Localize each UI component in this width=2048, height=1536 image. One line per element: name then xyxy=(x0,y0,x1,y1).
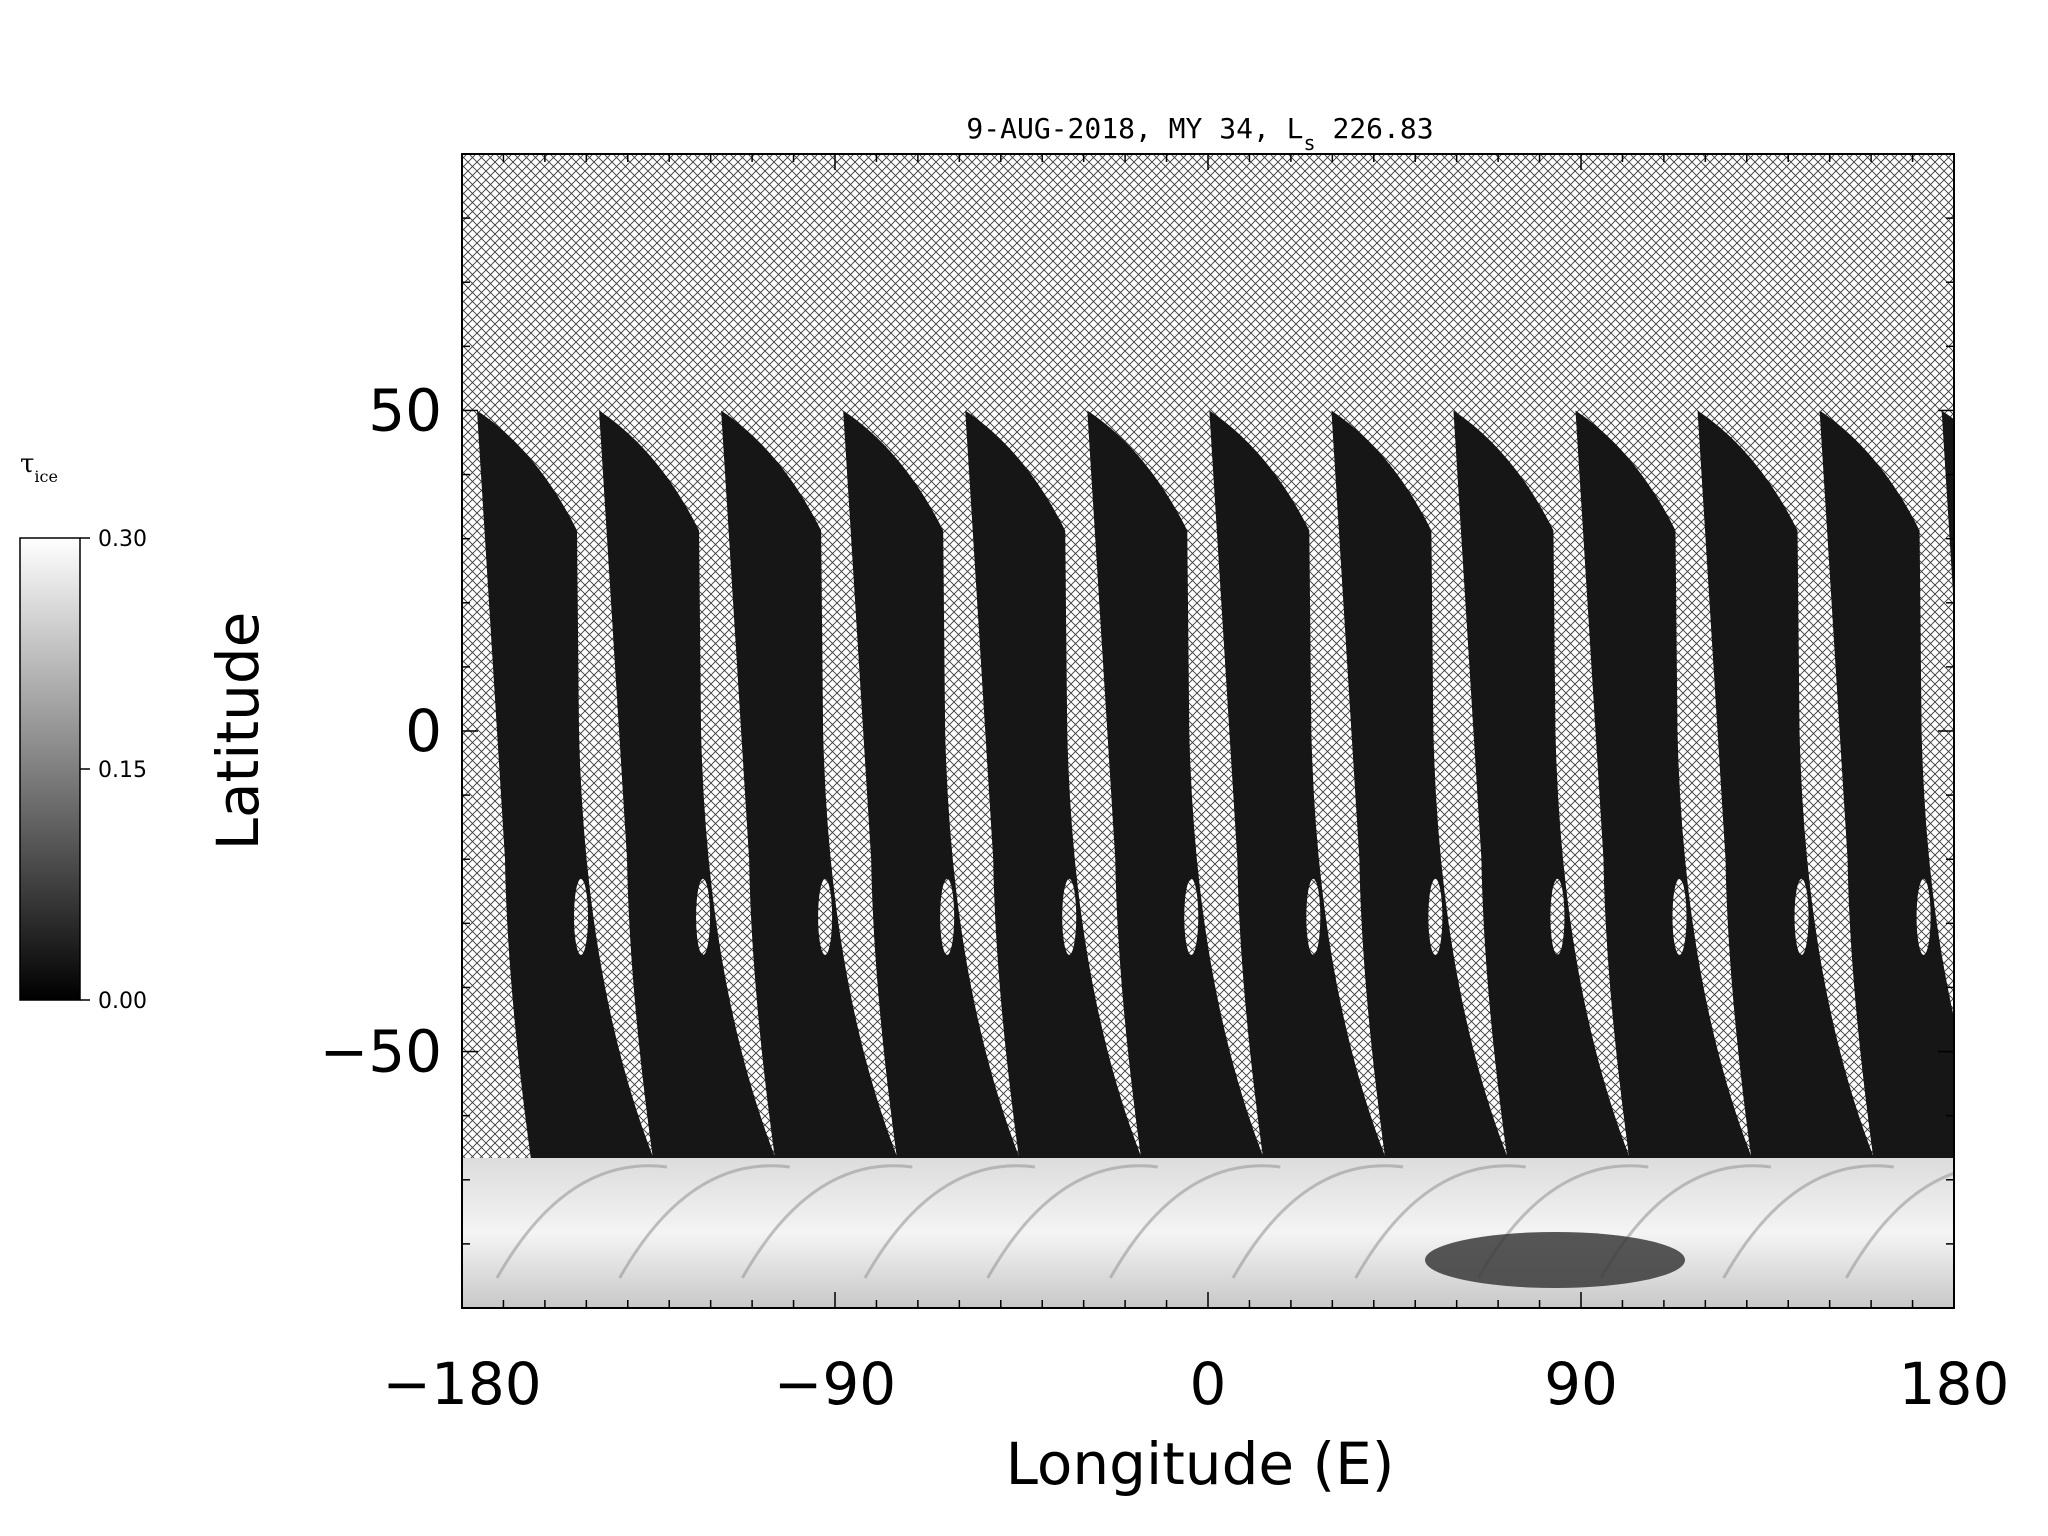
swath-strip xyxy=(1331,410,1512,1167)
swath-layer xyxy=(477,410,2048,1167)
swath-gap xyxy=(1062,878,1077,955)
swath-gap xyxy=(1794,878,1809,955)
colorbar-tick-label: 0.30 xyxy=(98,527,147,552)
swath-gap xyxy=(940,878,955,955)
x-tick-label: −180 xyxy=(382,1350,541,1418)
x-tick-label: 180 xyxy=(1899,1350,2010,1418)
swath-gap xyxy=(1306,878,1321,955)
cap-band xyxy=(618,1164,790,1279)
swath-strip xyxy=(1697,410,1878,1167)
swath-gap xyxy=(1672,878,1687,955)
cap-band xyxy=(1969,1166,2048,1278)
colorbar-tick-label: 0.00 xyxy=(98,989,147,1014)
swath-gap xyxy=(818,878,833,955)
y-axis-label: Latitude xyxy=(204,612,272,851)
swath-strip xyxy=(1209,410,1390,1167)
cap-band xyxy=(1109,1164,1281,1279)
cap-band xyxy=(863,1164,1036,1279)
colorbar-gradient xyxy=(19,537,81,1001)
y-tick-labels: −50 0 50 xyxy=(320,376,442,1085)
x-axis-label: Longitude (E) xyxy=(1006,1430,1395,1498)
map-plot-area xyxy=(462,154,2048,1308)
colorbar: τice 0.30 0.15 0.00 xyxy=(19,449,147,1014)
swath-gap xyxy=(696,878,711,955)
cap-band xyxy=(1845,1171,1954,1279)
y-tick-label: 50 xyxy=(368,376,442,444)
swath-strip xyxy=(599,410,780,1167)
swath-gap xyxy=(1916,878,1931,955)
swath-strip xyxy=(1941,410,1954,609)
colorbar-ticks: 0.30 0.15 0.00 xyxy=(80,527,147,1014)
swath-strip xyxy=(1087,410,1268,1167)
y-tick-label: 0 xyxy=(405,697,442,765)
swath-gap xyxy=(1428,878,1443,955)
colorbar-tick-label: 0.15 xyxy=(98,758,147,783)
swath-strip xyxy=(1453,410,1634,1167)
plot-title: 9-AUG-2018, MY 34, Ls 226.83 xyxy=(966,112,1433,155)
swath-gap xyxy=(2039,879,2048,955)
swath-strip xyxy=(843,410,1024,1167)
x-tick-label: 0 xyxy=(1190,1350,1227,1418)
cap-band xyxy=(1722,1164,1894,1279)
polar-cap-region xyxy=(462,1158,2048,1308)
swath-strip xyxy=(477,410,657,1167)
cap-band xyxy=(495,1164,668,1279)
swath-gap xyxy=(1550,878,1565,955)
y-tick-label: −50 xyxy=(320,1018,442,1086)
cap-band xyxy=(1354,1164,1526,1279)
colorbar-label: τice xyxy=(20,449,58,486)
cap-band xyxy=(1231,1164,1404,1279)
x-tick-label: −90 xyxy=(774,1350,896,1418)
swath-strip xyxy=(721,410,902,1167)
axis-ticks xyxy=(461,153,1955,1309)
x-tick-labels: −180 −90 0 90 180 xyxy=(382,1350,2009,1418)
dark-cap-feature xyxy=(1425,1232,1685,1288)
swath-strip xyxy=(1819,410,1954,1167)
cap-band xyxy=(986,1164,1158,1279)
swath-gap xyxy=(1184,878,1199,955)
swath-strip xyxy=(965,410,1146,1167)
cap-band xyxy=(741,1164,913,1279)
swath-gap xyxy=(574,878,588,955)
x-tick-label: 90 xyxy=(1544,1350,1618,1418)
swath-strip xyxy=(1575,410,1756,1167)
